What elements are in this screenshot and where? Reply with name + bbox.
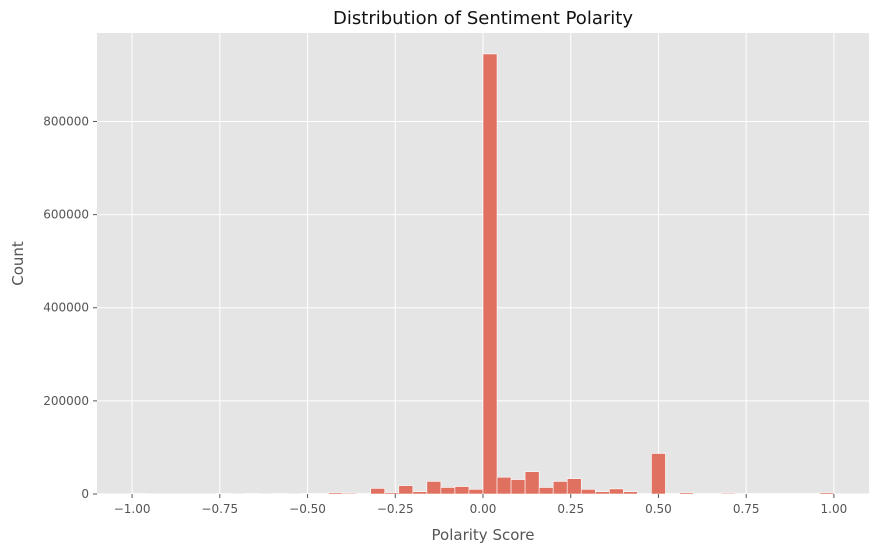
histogram-bar	[496, 476, 512, 495]
histogram-bar	[356, 493, 372, 495]
histogram-bar	[763, 493, 779, 495]
histogram-bar	[623, 491, 638, 495]
histogram-bar	[791, 493, 807, 495]
histogram-bar	[370, 488, 386, 495]
histogram-bar	[412, 491, 428, 495]
histogram-bar	[524, 471, 540, 495]
histogram-bar	[693, 493, 708, 495]
histogram-bar	[272, 493, 287, 495]
histogram-bar	[398, 485, 414, 495]
x-tick-label: 0.50	[645, 502, 672, 516]
histogram-bar	[721, 492, 736, 495]
histogram-bar	[244, 493, 259, 495]
y-tick-label: 600000	[43, 208, 89, 222]
y-tick-label: 200000	[43, 394, 89, 408]
y-tick-label: 400000	[43, 301, 89, 315]
x-tick-label: −0.25	[377, 502, 414, 516]
histogram-bar	[637, 493, 652, 495]
histogram-bar	[482, 53, 498, 495]
histogram-bar	[805, 493, 821, 495]
histogram-bar	[609, 488, 624, 495]
histogram-bar	[819, 492, 835, 495]
x-tick-label: 0.25	[557, 502, 584, 516]
histogram-bar	[454, 486, 470, 495]
histogram-bar	[216, 493, 231, 495]
x-tick-label: 1.00	[821, 502, 848, 516]
histogram-bar	[580, 489, 596, 495]
histogram-bar	[707, 493, 722, 495]
histogram-bar	[777, 493, 793, 495]
histogram-bar	[566, 478, 582, 495]
histogram-bar	[594, 491, 610, 495]
histogram-bar	[384, 492, 400, 495]
histogram-bar	[440, 487, 456, 495]
x-tick-label: −1.00	[114, 502, 151, 516]
x-tick-label: −0.50	[289, 502, 326, 516]
histogram-bar	[342, 492, 357, 495]
histogram-bar	[314, 493, 329, 495]
y-tick-label: 800000	[43, 114, 89, 128]
histogram-bar	[131, 493, 147, 495]
histogram-bar	[651, 453, 666, 495]
histogram-bar	[749, 493, 765, 495]
chart-title: Distribution of Sentiment Polarity	[333, 8, 633, 29]
x-axis-label: Polarity Score	[432, 526, 535, 544]
histogram-bar	[538, 487, 554, 495]
x-tick-label: 0.00	[470, 502, 497, 516]
x-tick-label: −0.75	[201, 502, 238, 516]
histogram-bar	[328, 492, 343, 495]
y-axis-ticks: 0 200000 400000 600000 800000	[43, 114, 97, 501]
histogram-bar	[552, 481, 568, 495]
x-tick-label: 0.75	[733, 502, 760, 516]
histogram-bar	[510, 479, 526, 495]
histogram-bar	[426, 481, 442, 495]
histogram-bar	[468, 489, 484, 495]
y-tick-label: 0	[81, 487, 89, 501]
histogram-bar	[679, 492, 694, 495]
histogram-bar	[300, 493, 315, 495]
x-axis-ticks: −1.00 −0.75 −0.50 −0.25 0.00 0.25 0.50 0.75 1.00	[114, 494, 848, 516]
bars	[131, 53, 835, 495]
histogram-bar	[735, 493, 750, 495]
histogram-bar	[665, 493, 680, 495]
y-axis-label: Count	[9, 241, 27, 286]
